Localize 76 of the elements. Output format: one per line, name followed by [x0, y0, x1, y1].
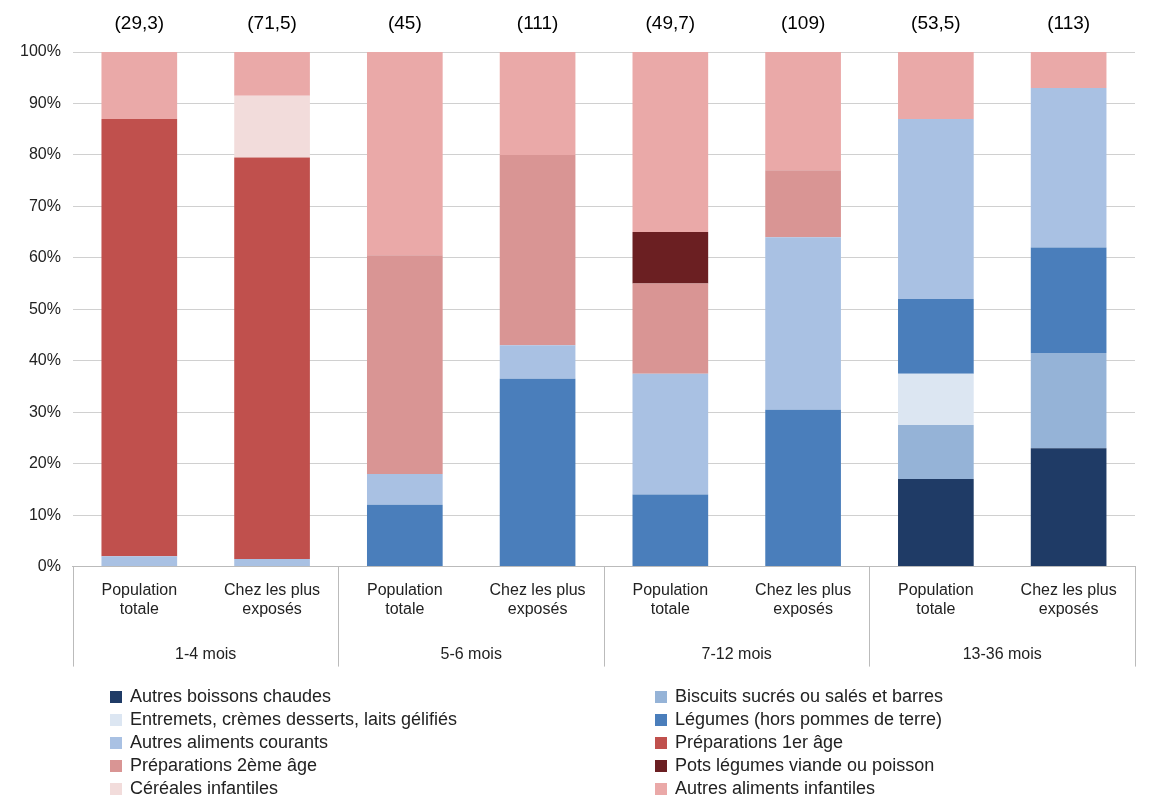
bar: [101, 118, 178, 557]
bar: [234, 558, 310, 567]
y-tick-label: 100%: [20, 42, 61, 60]
y-tick-label: 30%: [28, 402, 61, 420]
bar: [101, 52, 178, 119]
bar: [1030, 52, 1107, 89]
x-tick-label: Population totale: [101, 580, 178, 617]
x-tick-label: Chez les plus exposés: [1020, 580, 1117, 617]
bar: [234, 52, 310, 96]
bar: [101, 556, 178, 567]
y-tick-label: 80%: [28, 145, 61, 163]
text: 5-6 mois: [440, 645, 502, 663]
legend-label: Entremets, crèmes desserts, laits gélifiés: [130, 708, 458, 731]
bar: [499, 52, 576, 155]
bar: [632, 373, 709, 495]
y-tick-label: 10%: [28, 505, 61, 523]
bar: [499, 345, 576, 379]
x-tick-label: Population totale: [367, 580, 443, 617]
bar: [765, 237, 841, 410]
text: 13-36 mois: [962, 645, 1042, 663]
x-tick-label: Chez les plus exposés: [224, 580, 321, 617]
y-tick-label: 90%: [28, 93, 61, 111]
bar: [1030, 448, 1107, 567]
bar: [366, 504, 443, 567]
legend-label: Biscuits sucrés ou salés et barres: [675, 685, 944, 708]
bar: [499, 154, 576, 346]
text: (109): [780, 12, 826, 34]
bar: [632, 52, 709, 233]
bar: [765, 409, 841, 567]
text: (53,5): [911, 12, 961, 34]
legend-label: Autres aliments infantiles: [675, 777, 876, 800]
bar: [898, 479, 974, 567]
bar: [234, 95, 310, 158]
bar: [898, 425, 974, 480]
legend-label: Légumes (hors pommes de terre): [675, 708, 943, 731]
bar: [1030, 353, 1107, 449]
text: (111): [516, 12, 559, 34]
x-tick-label: Chez les plus exposés: [755, 580, 852, 617]
bar: [1030, 88, 1107, 248]
y-tick-label: 20%: [28, 454, 61, 472]
text: 1-4 mois: [175, 645, 237, 663]
x-tick-label: Population totale: [632, 580, 709, 617]
bar: [898, 373, 974, 426]
bar: [366, 255, 443, 474]
legend-label: Préparations 1er âge: [675, 731, 844, 754]
bar: [765, 170, 841, 238]
legend-label: Pots légumes viande ou poisson: [675, 754, 935, 777]
bar: [632, 494, 709, 567]
bar: [366, 52, 443, 256]
bar: [499, 378, 576, 567]
text: (29,3): [114, 12, 165, 34]
text: (71,5): [247, 12, 297, 34]
bar: [1030, 247, 1107, 354]
y-tick-label: 60%: [28, 248, 61, 266]
y-tick-label: 0%: [37, 557, 61, 575]
y-tick-label: 70%: [28, 196, 61, 214]
bar: [898, 118, 974, 300]
x-tick-label: Chez les plus exposés: [489, 580, 586, 617]
legend-label: Préparations 2ème âge: [130, 754, 318, 777]
y-tick-label: 50%: [28, 299, 61, 317]
x-tick-label: Population totale: [898, 580, 974, 617]
legend-label: Céréales infantiles: [130, 777, 279, 800]
text: (49,7): [645, 12, 696, 34]
bar: [632, 283, 709, 374]
bar: [898, 299, 974, 374]
bar: [632, 232, 709, 284]
text: (113): [1047, 12, 1091, 34]
bar: [765, 52, 841, 171]
legend-label: Autres boissons chaudes: [130, 685, 332, 708]
y-tick-label: 40%: [28, 351, 61, 369]
text: (45): [387, 12, 422, 34]
text: 7-12 mois: [701, 645, 772, 663]
bar: [234, 157, 310, 559]
bar: [366, 473, 443, 505]
legend-label: Autres aliments courants: [130, 731, 329, 754]
bar: [898, 52, 974, 119]
